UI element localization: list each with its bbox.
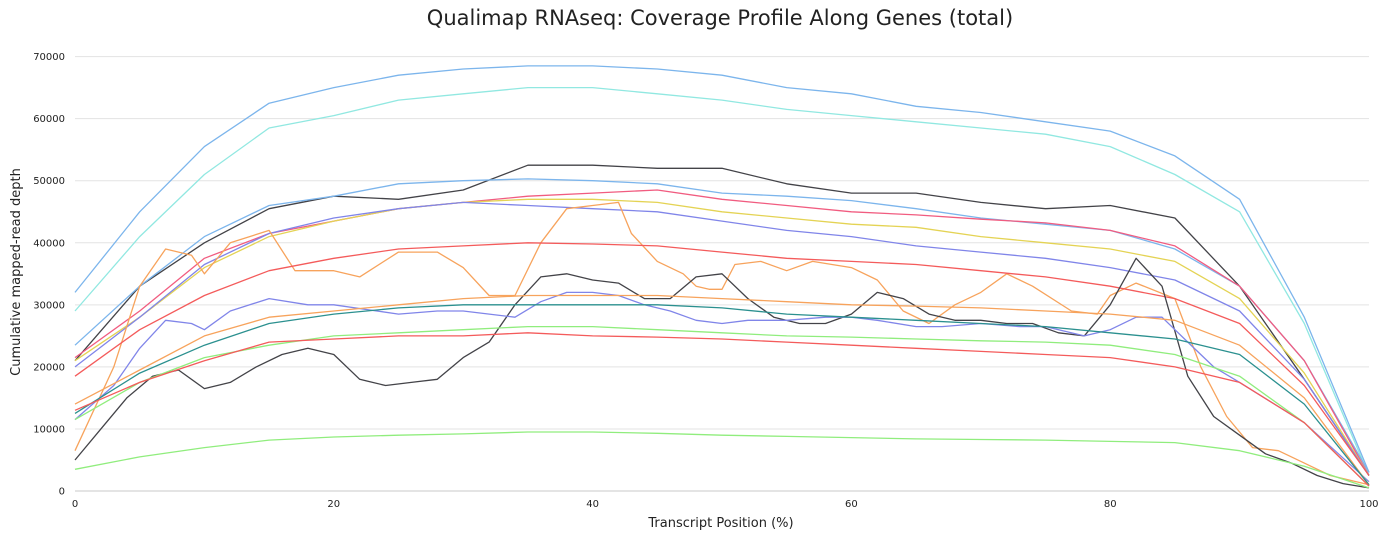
series-line-14[interactable] [74, 325, 1370, 487]
x-tick-label: 80 [1104, 499, 1117, 510]
x-tick-label: 40 [586, 499, 599, 510]
y-tick-label: 10000 [33, 424, 65, 435]
series-line-16[interactable] [74, 431, 1370, 489]
series-line-2[interactable] [74, 86, 1370, 476]
series-layer [74, 65, 1370, 489]
y-tick-label: 70000 [33, 52, 65, 63]
x-tick-label: 60 [845, 499, 858, 510]
y-tick-label: 60000 [33, 114, 65, 125]
y-tick-label: 40000 [33, 238, 65, 249]
y-tick-label: 0 [59, 487, 65, 498]
series-line-13[interactable] [74, 304, 1370, 486]
series-line-9[interactable] [74, 242, 1370, 476]
series-line-11[interactable] [74, 291, 1370, 483]
chart-title: Qualimap RNAseq: Coverage Profile Along … [426, 6, 1014, 30]
series-line-6[interactable] [74, 198, 1370, 476]
grid-layer [75, 56, 1369, 492]
x-tick-label: 0 [72, 499, 78, 510]
series-line-4[interactable] [74, 178, 1370, 473]
x-axis-label: Transcript Position (%) [647, 516, 793, 531]
series-line-8[interactable] [74, 201, 1370, 486]
x-tick-label: 20 [327, 499, 340, 510]
y-tick-label: 50000 [33, 176, 65, 187]
series-line-5[interactable] [74, 189, 1370, 476]
series-line-7[interactable] [74, 201, 1370, 476]
series-line-12[interactable] [74, 294, 1370, 486]
series-line-1[interactable] [74, 65, 1370, 473]
y-axis-label: Cumulative mapped-read depth [9, 168, 24, 376]
y-tick-label: 30000 [33, 300, 65, 311]
tick-layer: 0 10000 20000 30000 40000 50000 60000 70000 0 20 4… [33, 52, 1378, 510]
series-line-10[interactable] [74, 257, 1370, 489]
x-tick-label: 100 [1359, 499, 1378, 510]
series-line-3[interactable] [74, 164, 1370, 476]
series-line-15[interactable] [74, 332, 1370, 487]
y-tick-label: 20000 [33, 362, 65, 373]
